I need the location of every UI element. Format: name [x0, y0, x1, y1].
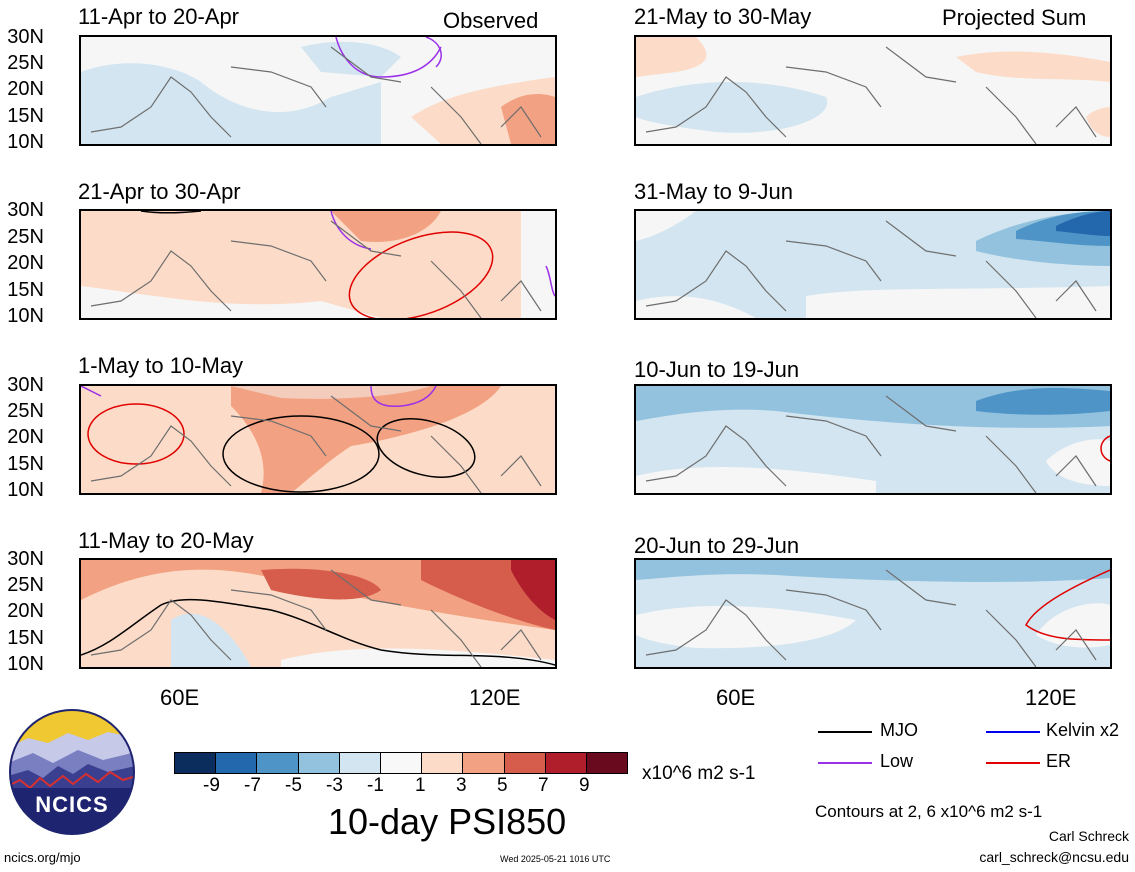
colorbar-swatch: [257, 753, 299, 773]
panel-title-6: 31-May to 9-Jun: [634, 179, 793, 204]
lat-label: 25N: [7, 400, 44, 422]
colorbar-tick: -1: [367, 775, 384, 796]
projected-sum-label: Projected Sum: [942, 5, 1087, 30]
colorbar-tick: -7: [244, 775, 261, 796]
lat-label: 15N: [7, 105, 44, 127]
map-panel-2: [79, 209, 557, 320]
lat-label: 15N: [7, 279, 44, 301]
panel-title-2: 21-Apr to 30-Apr: [78, 179, 241, 204]
map-panel-7: [634, 384, 1112, 495]
panel-title-7: 10-Jun to 19-Jun: [634, 357, 800, 382]
colorbar-tick: -9: [203, 775, 220, 796]
colorbar: [174, 752, 628, 774]
lat-label: 20N: [7, 252, 44, 274]
colorbar-swatch: [380, 753, 423, 773]
credit-email: carl_schreck@ncsu.edu: [979, 849, 1129, 865]
lat-label: 10N: [7, 305, 44, 327]
colorbar-tick: 1: [415, 775, 426, 796]
timestamp: Wed 2025-05-21 1016 UTC: [500, 854, 611, 864]
map-panel-8: [634, 558, 1112, 669]
kelvin-line-swatch: [986, 731, 1040, 733]
colorbar-swatch: [339, 753, 381, 773]
lat-label: 25N: [7, 52, 44, 74]
map-panel-6: [634, 209, 1112, 320]
observed-label: Observed: [443, 8, 539, 33]
map-panel-1: [79, 35, 557, 146]
map-panel-4: [79, 558, 557, 669]
ncics-logo: NCICS: [8, 708, 136, 836]
colorbar-tick: 7: [538, 775, 549, 796]
colorbar-swatch: [586, 753, 628, 773]
lon-label-60e-right: 60E: [716, 685, 756, 710]
legend-label-low: Low: [880, 751, 914, 771]
colorbar-units: x10^6 m2 s-1: [642, 763, 756, 784]
lat-label: 10N: [7, 479, 44, 501]
colorbar-swatch: [504, 753, 546, 773]
colorbar-swatch: [298, 753, 340, 773]
panel-title-4: 11-May to 20-May: [78, 528, 254, 553]
mjo-line-swatch: [818, 731, 872, 733]
lat-label: 20N: [7, 600, 44, 622]
colorbar-swatch: [545, 753, 587, 773]
contours-note: Contours at 2, 6 x10^6 m2 s-1: [815, 802, 1043, 821]
source-url: ncics.org/mjo: [4, 850, 81, 865]
colorbar-swatch: [463, 753, 505, 773]
map-panel-3: [79, 384, 557, 495]
legend-label-kelvin: Kelvin x2: [1046, 720, 1120, 740]
lat-label: 30N: [7, 199, 44, 221]
credit-name: Carl Schreck: [1048, 828, 1129, 844]
lat-label: 30N: [7, 374, 44, 396]
lon-label-120e-right: 120E: [1025, 685, 1077, 710]
lat-label: 10N: [7, 131, 44, 153]
colorbar-tick: 5: [497, 775, 508, 796]
lat-label: 15N: [7, 453, 44, 475]
lon-label-120e-left: 120E: [469, 685, 521, 710]
legend-label-er: ER: [1046, 751, 1072, 771]
lat-label: 25N: [7, 226, 44, 248]
main-title: 10-day PSI850: [328, 801, 567, 842]
colorbar-tick: 9: [579, 775, 590, 796]
lat-label: 25N: [7, 574, 44, 596]
lat-label: 10N: [7, 653, 44, 675]
low-line-swatch: [818, 762, 872, 764]
panel-title-1: 11-Apr to 20-Apr: [78, 4, 240, 29]
lat-label: 20N: [7, 426, 44, 448]
colorbar-tick: -3: [326, 775, 343, 796]
panel-title-3: 1-May to 10-May: [78, 353, 244, 378]
lat-label: 30N: [7, 26, 44, 48]
colorbar-swatch: [422, 753, 464, 773]
er-line-swatch: [986, 762, 1040, 764]
panel-title-5: 21-May to 30-May: [634, 4, 812, 29]
map-panel-5: [634, 35, 1112, 146]
colorbar-swatch: [175, 753, 217, 773]
lon-label-60e-left: 60E: [160, 685, 200, 710]
legend-label-mjo: MJO: [880, 720, 918, 740]
colorbar-swatch: [216, 753, 258, 773]
panel-title-8: 20-Jun to 29-Jun: [634, 533, 800, 558]
logo-text: NCICS: [35, 792, 109, 817]
lat-label: 30N: [7, 548, 44, 570]
colorbar-tick: -5: [285, 775, 302, 796]
lat-label: 15N: [7, 627, 44, 649]
lat-label: 20N: [7, 78, 44, 100]
colorbar-tick: 3: [456, 775, 467, 796]
